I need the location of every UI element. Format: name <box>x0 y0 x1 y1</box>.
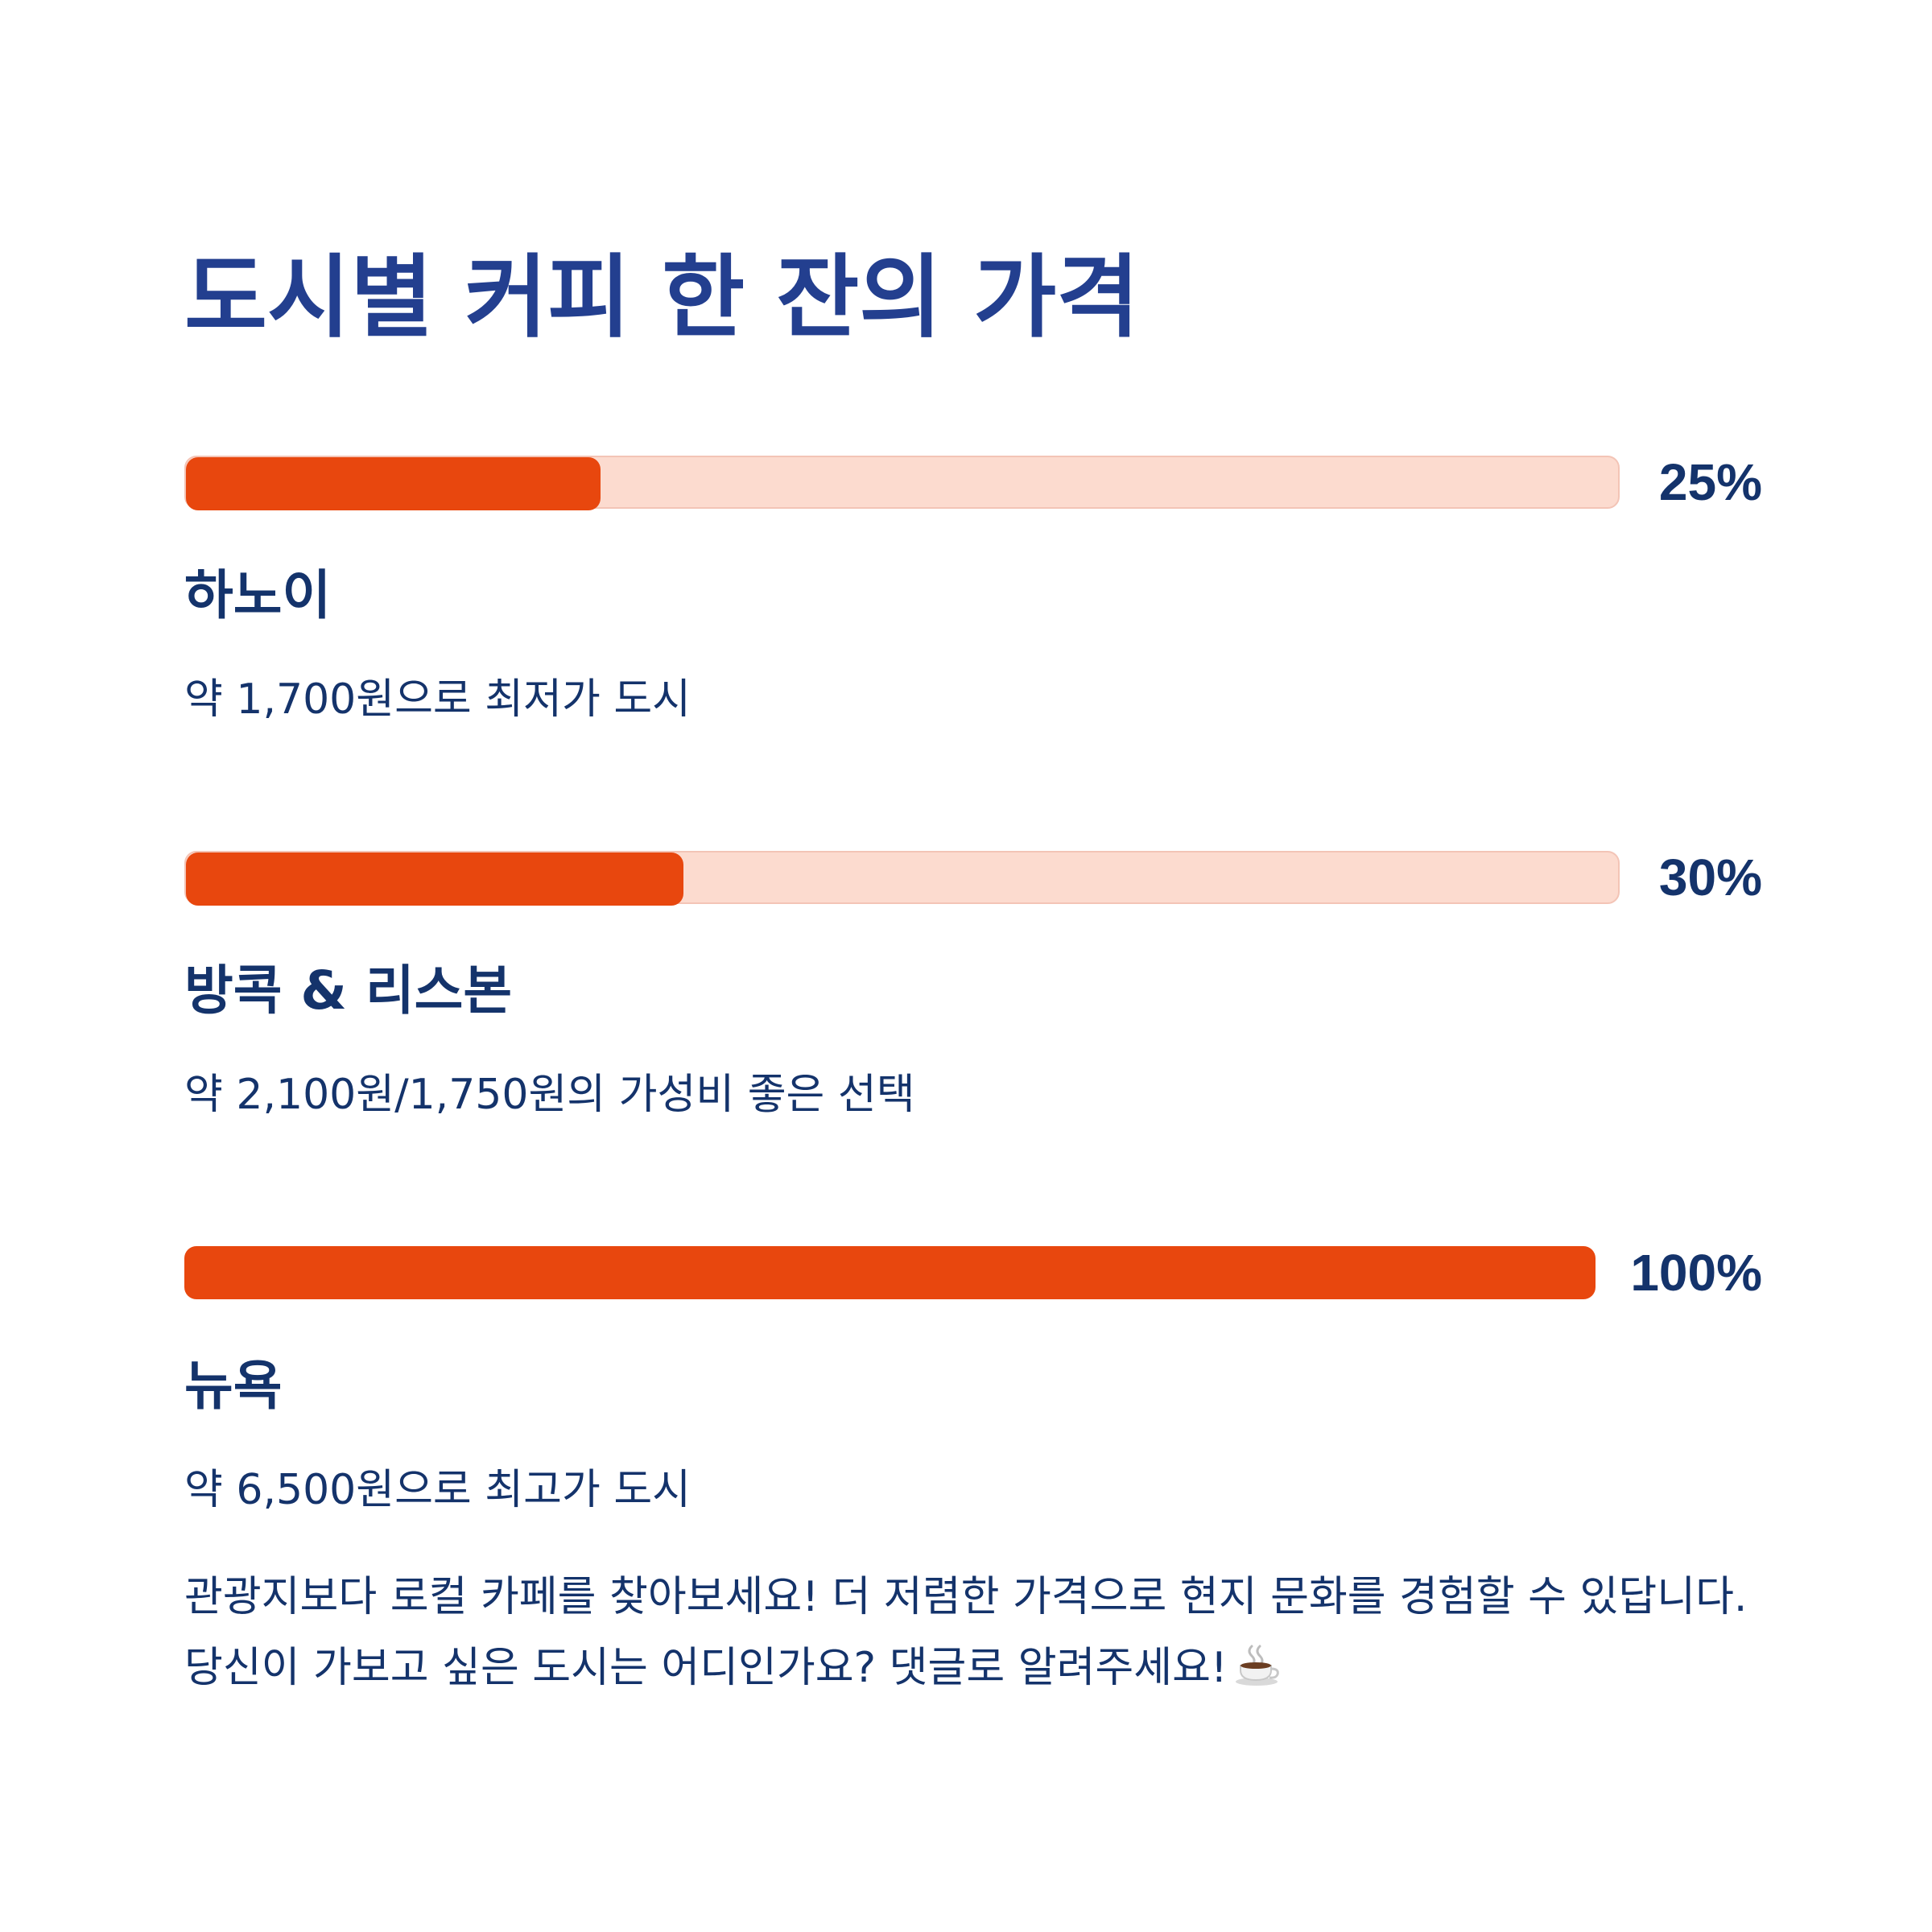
percent-label: 25% <box>1658 453 1762 511</box>
coffee-cup-icon <box>1234 1645 1281 1686</box>
city-description: 약 6,500원으로 최고가 도시 <box>184 1466 691 1514</box>
bar-fill <box>184 1246 1596 1299</box>
footer-text: 관광지보다 로컬 카페를 찾아보세요! 더 저렴한 가격으로 현지 문화를 경험… <box>184 1573 1748 1692</box>
percent-label: 100% <box>1630 1244 1762 1302</box>
bar-track <box>184 1246 1620 1299</box>
percent-label: 30% <box>1658 848 1762 906</box>
page-title: 도시별 커피 한 잔의 가격 <box>184 246 1140 350</box>
footer-message: 관광지보다 로컬 카페를 찾아보세요! 더 저렴한 가격으로 현지 문화를 경험… <box>184 1562 1762 1703</box>
bar-track <box>184 851 1620 906</box>
city-name: 하노이 <box>184 564 332 626</box>
city-description: 약 1,700원으로 최저가 도시 <box>184 675 691 724</box>
city-name: 뉴욕 <box>184 1355 283 1417</box>
bar-fill <box>186 852 683 906</box>
bar-fill <box>186 457 601 510</box>
city-description: 약 2,100원/1,750원의 가성비 좋은 선택 <box>184 1071 915 1119</box>
city-name: 방콕 & 리스본 <box>184 960 513 1022</box>
bar-track <box>184 456 1620 510</box>
